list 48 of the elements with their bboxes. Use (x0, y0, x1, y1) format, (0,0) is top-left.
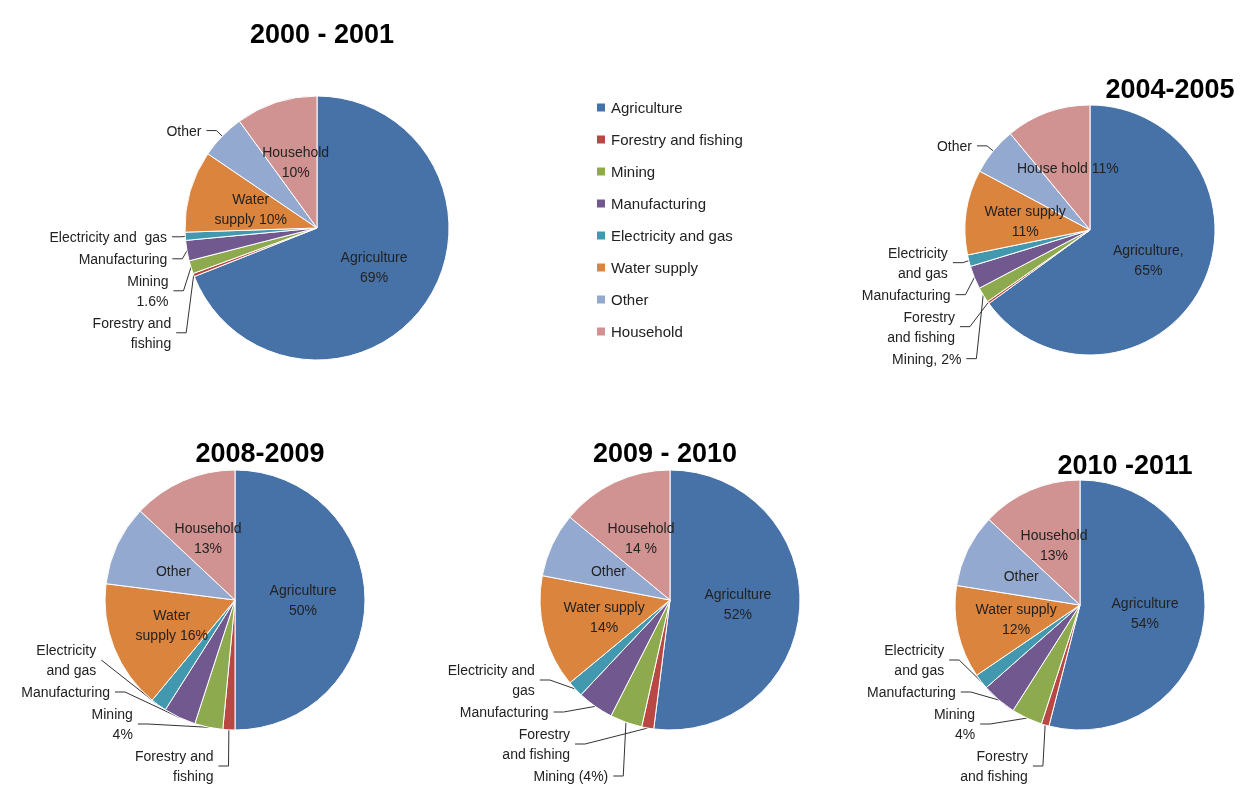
data-label: Manufacturing (861, 286, 951, 303)
data-label: Other (936, 137, 973, 154)
legend-label: Household (611, 323, 683, 340)
data-label: Electricity and gas (884, 642, 945, 678)
data-label: Mining (4%) (533, 768, 609, 784)
data-label: Other (590, 563, 627, 580)
data-label: Agriculture 69% (340, 248, 408, 285)
data-label: Agriculture, 65% (1112, 241, 1184, 278)
legend-label: Electricity and gas (611, 227, 733, 244)
data-label: Electricity and gas (887, 244, 948, 281)
data-label: Forestry and fishing (134, 748, 214, 784)
data-label: Other (155, 563, 192, 580)
chart-title: 2000 - 2001 (249, 18, 395, 49)
legend-label: Agriculture (611, 99, 683, 116)
data-label: Manufacturing (21, 684, 110, 700)
legend-label: Water supply (611, 259, 699, 276)
data-label: Other (166, 122, 202, 139)
data-label: Mining, 2% (892, 350, 962, 367)
data-label: Forestry and fishing (887, 308, 955, 345)
data-label: Electricity and gas (447, 662, 535, 698)
data-label: Mining 4% (91, 706, 133, 742)
data-label: Manufacturing (78, 250, 168, 267)
data-label: Agriculture 50% (269, 582, 337, 618)
legend-label: Mining (611, 163, 656, 180)
data-label: Agriculture 54% (1111, 595, 1179, 632)
data-label: Forestry and fishing (502, 726, 571, 762)
legend-label: Forestry and fishing (611, 131, 743, 148)
chart-title: 2010 -2011 (1057, 449, 1193, 480)
data-label: Forestry and fishing (960, 748, 1028, 784)
data-label: Manufacturing (459, 704, 549, 720)
data-label: Electricity and gas (36, 642, 97, 678)
data-label: Other (1003, 568, 1040, 585)
data-label: Water supply 14% (563, 598, 645, 635)
data-label: Water supply 16% (135, 607, 208, 644)
data-label: Forestry and fishing (92, 314, 172, 351)
legend-label: Other (611, 291, 649, 308)
legend-label: Manufacturing (611, 195, 707, 212)
data-label: Electricity and gas (49, 228, 168, 245)
data-label: Water supply 10% (214, 190, 287, 227)
chart-title: 2008-2009 (195, 437, 325, 468)
data-label: Water supply 12% (975, 601, 1057, 638)
data-label: House hold 11% (1016, 160, 1119, 177)
data-label: Mining 1.6% (127, 272, 169, 309)
data-label: Agriculture 52% (704, 586, 772, 623)
chart-title: 2009 - 2010 (592, 437, 738, 468)
data-label: Manufacturing (867, 684, 956, 700)
chart-title: 2004-2005 (1105, 73, 1235, 104)
data-label: Mining 4% (933, 706, 976, 742)
